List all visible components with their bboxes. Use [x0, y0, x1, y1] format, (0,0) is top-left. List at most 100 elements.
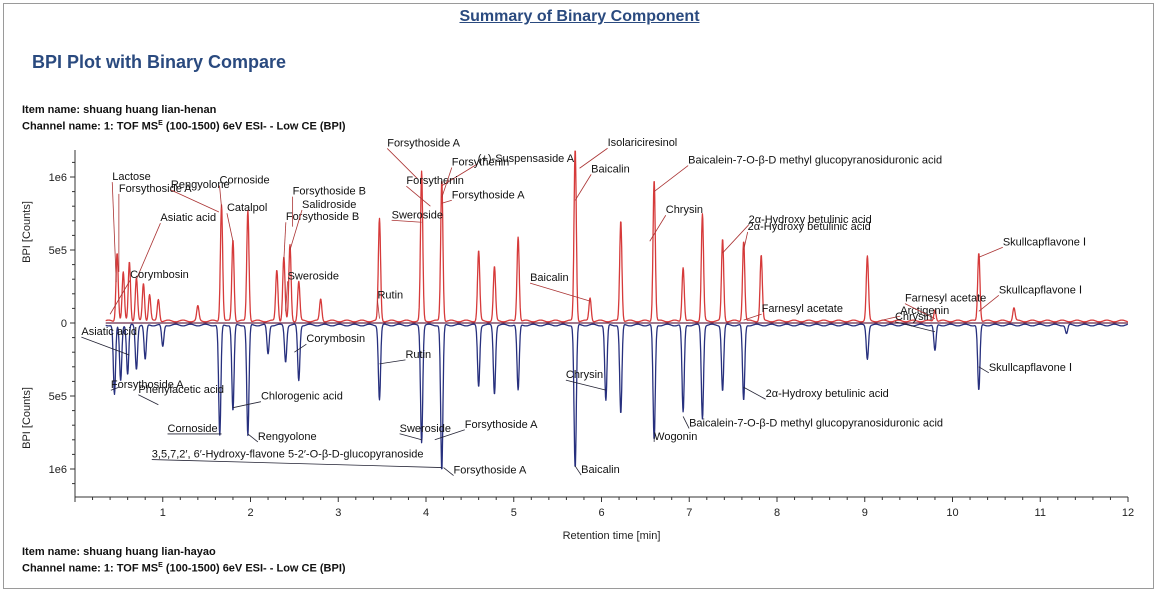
peak-annotation: Chrysin: [666, 204, 703, 216]
peak-annotation: Sweroside: [288, 270, 339, 282]
annotation-leader: [682, 416, 690, 429]
peak-annotation: Lactose: [112, 171, 151, 183]
x-tick-label: 9: [862, 507, 868, 519]
top-channel-name: Channel name: 1: TOF MSE (100-1500) 6eV …: [22, 120, 346, 133]
series-bottom-line: [105, 323, 1129, 470]
peak-annotation: 2α-Hydroxy betulinic acid: [748, 221, 871, 233]
top-channel-prefix: Channel name: 1: TOF MS: [22, 120, 159, 133]
annotation-leader: [904, 303, 936, 319]
peak-annotation: Rutin: [405, 349, 431, 361]
peak-annotation: Sweroside: [400, 423, 451, 435]
peak-annotation: Corymbosin: [306, 333, 365, 345]
peak-annotation: Forsythoside A: [465, 419, 538, 431]
peak-annotation: Chrysin: [566, 369, 603, 381]
annotation-leader: [894, 321, 936, 333]
annotation-leader: [391, 219, 422, 223]
peak-annotation: Salidroside: [302, 199, 356, 211]
bottom-channel-superscript: E: [158, 562, 163, 569]
annotation-leader: [151, 459, 442, 468]
peak-annotation: Farnesyl acetate: [762, 303, 843, 315]
annotation-leader: [232, 401, 262, 409]
annotation-leader: [247, 433, 259, 443]
annotation-leader: [441, 167, 453, 198]
series-top-line: [105, 150, 1129, 323]
annotation-leader: [109, 280, 131, 315]
annotation-leader: [978, 366, 990, 374]
annotation-leader: [399, 433, 422, 441]
annotation-leader: [170, 189, 220, 213]
peak-annotation: 2α-Hydroxy betulinic acid: [766, 388, 889, 400]
peak-annotation: Baicalin: [530, 272, 569, 284]
annotation-leader: [649, 215, 667, 242]
annotation-leader: [285, 281, 288, 312]
annotation-leader: [882, 315, 901, 321]
annotation-leader: [574, 174, 592, 201]
annotation-leader: [653, 165, 689, 192]
annotation-leader: [441, 163, 479, 187]
peak-annotation: Rengyolone: [258, 431, 317, 443]
x-tick-label: 5: [511, 507, 517, 519]
peak-annotation: Forsythoside A: [119, 183, 192, 195]
peak-annotation: Farnesyl acetate: [905, 293, 986, 305]
x-tick-label: 7: [686, 507, 692, 519]
peak-annotation: Rengyolone: [171, 179, 230, 191]
x-tick-label: 4: [423, 507, 429, 519]
peak-annotation: Forsythoside A: [387, 137, 460, 149]
x-tick-label: 12: [1122, 507, 1134, 519]
annotation-leader: [289, 209, 303, 251]
x-tick-label: 1: [160, 507, 166, 519]
annotation-leader: [377, 300, 380, 319]
annotation-leader: [574, 465, 582, 476]
peak-annotation: Forsythoside A: [111, 379, 184, 391]
peak-annotation: Cornoside: [220, 175, 270, 187]
y-tick-label-bottom: 1e6: [49, 464, 67, 476]
annotation-leader: [743, 231, 749, 251]
bottom-channel-name: Channel name: 1: TOF MSE (100-1500) 6eV …: [22, 562, 346, 575]
annotation-leader: [111, 182, 117, 283]
bottom-item-name: Item name: shuang huang lian-hayao: [22, 546, 216, 558]
peak-annotation: Forsythoside A: [454, 465, 527, 477]
peak-annotation: Chlorogenic acid: [261, 391, 343, 403]
peak-annotation: Phenylacetic acid: [138, 384, 224, 396]
peak-annotation: Forsythoside B: [286, 211, 359, 223]
annotation-leader: [81, 336, 130, 356]
bottom-channel-suffix: (100-1500) 6eV ESI- - Low CE (BPI): [162, 562, 346, 575]
peak-annotation: Catalpol: [227, 202, 267, 214]
peak-annotation: Corymbosin: [130, 269, 189, 281]
annotation-leader: [226, 213, 234, 242]
peak-annotation: (+)-Suspensaside A: [478, 153, 575, 165]
annotation-leader: [386, 148, 418, 179]
summary-title: Summary of Binary Component: [459, 8, 700, 25]
annotation-leader: [529, 282, 591, 302]
peak-annotation: Skullcapflavone Ⅰ: [989, 362, 1072, 374]
annotation-leader: [110, 386, 120, 391]
annotation-leader: [978, 246, 1003, 258]
bottom-channel-prefix: Channel name: 1: TOF MS: [22, 562, 159, 575]
peak-annotation: Baicalin: [581, 464, 620, 476]
peak-annotation: Skullcapflavone Ⅰ: [999, 284, 1082, 296]
peak-annotation: Arctigenin: [900, 305, 949, 317]
x-tick-label: 2: [247, 507, 253, 519]
annotation-leader: [743, 386, 766, 400]
top-channel-suffix: (100-1500) 6eV ESI- - Low CE (BPI): [162, 120, 346, 133]
y-axis-label-bottom: BPI [Counts]: [21, 387, 33, 449]
peak-annotation: Asiatic acid: [160, 212, 216, 224]
peak-annotation: 2α-Hydroxy betulinic acid: [749, 214, 872, 226]
x-tick-label: 6: [598, 507, 604, 519]
x-tick-label: 11: [1035, 507, 1046, 519]
top-channel-superscript: E: [158, 120, 163, 127]
y-tick-label-bottom: 5e5: [49, 391, 67, 403]
report-frame: [3, 3, 1154, 589]
peak-annotation: Baicalin: [591, 163, 630, 175]
annotation-leader: [219, 185, 222, 208]
annotation-leader: [138, 394, 159, 406]
annotation-leader: [283, 222, 287, 261]
annotation-leader: [579, 147, 608, 169]
annotation-leader: [441, 199, 452, 204]
y-tick-label-top: 0: [61, 318, 67, 330]
peak-annotation: Skullcapflavone Ⅰ: [1003, 236, 1086, 248]
peak-annotation: Asiatic acid: [81, 326, 137, 338]
x-tick-label: 8: [774, 507, 780, 519]
y-tick-label-top: 1e6: [49, 172, 67, 184]
